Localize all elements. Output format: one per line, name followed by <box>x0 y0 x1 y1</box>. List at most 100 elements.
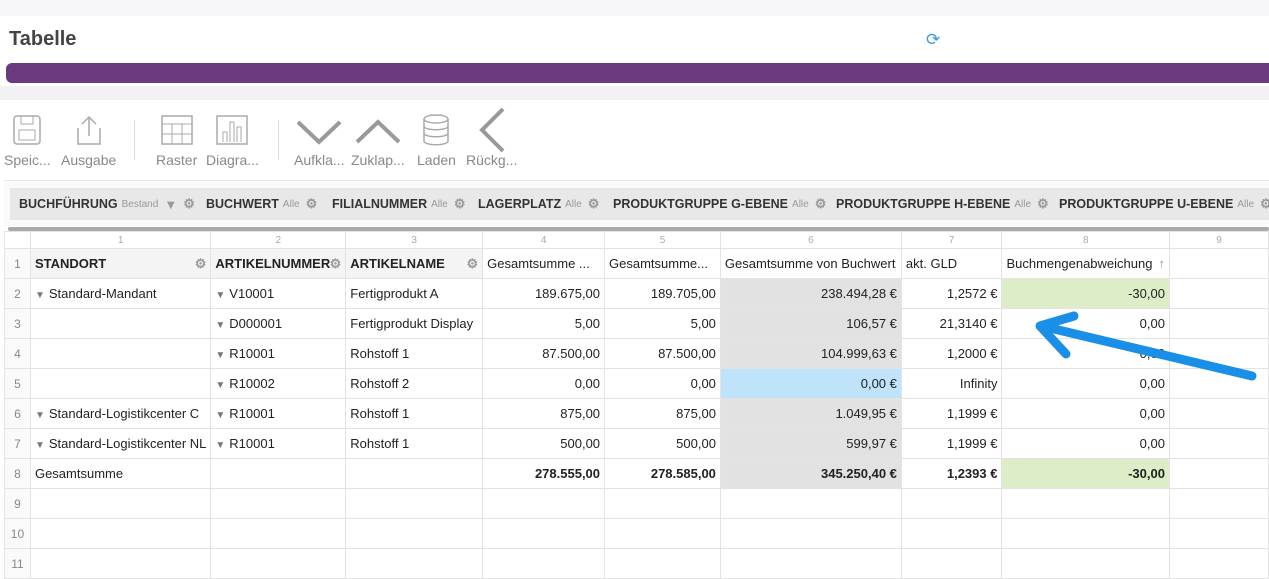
table-cell[interactable]: 1,2000 € <box>900 338 1003 369</box>
collapse-toggle-icon[interactable]: ▼ <box>215 290 226 301</box>
filter-chip[interactable]: BUCHWERT Alle ⚙ <box>197 188 324 220</box>
total-cell[interactable]: 278.555,00 <box>482 458 606 489</box>
table-cell[interactable]: Rohstoff 1 <box>345 428 484 459</box>
empty-cell[interactable] <box>900 518 1003 549</box>
collapse-toggle-icon[interactable]: ▼ <box>34 410 45 421</box>
horizontal-scrollbar[interactable] <box>8 227 1269 231</box>
cell-text: 1.049,95 € <box>835 406 897 421</box>
cell-text: 1 <box>14 256 21 271</box>
table-cell[interactable]: ▼ Standard-Logistikcenter C <box>29 398 212 429</box>
total-cell[interactable]: -30,00 <box>1001 458 1170 489</box>
table-cell[interactable]: 1,1999 € <box>900 398 1003 429</box>
toolbar-label: Rückg... <box>466 152 518 168</box>
table-cell[interactable]: ▼ R10002 <box>210 368 347 399</box>
filter-chip[interactable]: LAGERPLATZ Alle ⚙ <box>469 188 606 220</box>
table-cell[interactable]: ▼ Standard-Mandant <box>29 278 212 309</box>
filter-value: Alle <box>431 198 448 210</box>
cell-text: 189.675,00 <box>534 286 601 301</box>
gear-icon[interactable]: ⚙ <box>305 196 318 211</box>
table-cell[interactable]: 875,00 <box>604 398 721 429</box>
table-cell[interactable]: ▼ R10001 <box>210 398 347 429</box>
column-header[interactable]: akt. GLD <box>900 248 1003 279</box>
empty-cell[interactable] <box>345 488 484 519</box>
gear-icon[interactable]: ⚙ <box>814 196 827 211</box>
table-cell[interactable]: Infinity <box>900 368 1003 399</box>
gear-icon[interactable]: ⚙ <box>1037 196 1049 211</box>
column-header[interactable]: ⚙ ARTIKELNUMMER <box>210 248 347 279</box>
toolbar-button-expand[interactable]: Aufkla... <box>294 108 345 168</box>
table-cell[interactable]: Fertigprodukt A <box>345 278 484 309</box>
filter-chip[interactable]: BUCHFÜHRUNG Bestand ▼ ⚙ <box>10 188 201 220</box>
table-cell[interactable]: 0,00 € <box>719 368 902 399</box>
toolbar-button-database[interactable]: Laden <box>417 108 456 168</box>
empty-cell[interactable] <box>1168 518 1269 549</box>
filter-value: Alle <box>282 198 300 210</box>
gear-icon[interactable]: ⚙ <box>453 196 466 211</box>
table-cell[interactable]: 106,57 € <box>719 308 902 339</box>
empty-cell <box>1168 458 1269 489</box>
gear-icon[interactable]: ⚙ <box>587 196 600 211</box>
table-cell[interactable]: 21,3140 € <box>900 308 1003 339</box>
cell-text: 104.999,63 € <box>820 346 897 361</box>
filter-chip[interactable]: PRODUKTGRUPPE G-EBENE Alle ⚙ <box>604 188 833 220</box>
gear-icon[interactable]: ⚙ <box>194 255 207 271</box>
cell-text: Standard-Logistikcenter C <box>48 406 200 421</box>
table-cell[interactable]: 875,00 <box>482 398 606 429</box>
column-header[interactable]: Gesamtsumme von Buchwert <box>719 248 902 279</box>
toolbar-button-export[interactable]: Ausgabe <box>61 108 116 168</box>
table-cell[interactable] <box>29 368 212 399</box>
total-cell[interactable]: 345.250,40 € <box>719 458 902 489</box>
gear-icon[interactable]: ⚙ <box>329 255 342 271</box>
empty-cell[interactable] <box>482 518 606 549</box>
table-row: 7 ▼ Standard-Logistikcenter NL ▼ R10001 Rohst… <box>4 428 1269 459</box>
collapse-toggle-icon[interactable]: ▼ <box>215 440 226 451</box>
filter-chip[interactable]: FILIALNUMMER Alle ⚙ <box>323 188 472 220</box>
gear-icon[interactable]: ⚙ <box>466 255 479 271</box>
table-cell[interactable]: 1,2572 € <box>900 278 1003 309</box>
empty-cell[interactable] <box>345 518 484 549</box>
collapse-toggle-icon[interactable]: ▼ <box>215 320 226 331</box>
row-number: 7 <box>4 428 31 459</box>
filter-chip[interactable]: PRODUKTGRUPPE U-EBENE Alle ⚙ <box>1050 188 1269 220</box>
toolbar-button-grid[interactable]: Raster <box>156 108 197 168</box>
collapse-toggle-icon[interactable]: ▼ <box>34 290 45 301</box>
gear-icon[interactable]: ⚙ <box>1260 196 1269 211</box>
toolbar-button-save[interactable]: Speic... <box>4 108 51 168</box>
cell-text: Infinity <box>959 376 998 391</box>
collapse-toggle-icon[interactable]: ▼ <box>215 410 226 421</box>
toolbar-button-collapse[interactable]: Zuklap... <box>351 108 405 168</box>
column-header[interactable]: ⚙ ARTIKELNAME <box>345 248 484 279</box>
total-cell[interactable]: 1,2393 € <box>900 458 1003 489</box>
cell-text: Rohstoff 1 <box>350 406 410 421</box>
refresh-icon[interactable]: ⟳ <box>926 30 941 49</box>
table-cell[interactable]: 0,00 <box>604 368 721 399</box>
total-cell[interactable]: Gesamtsumme <box>29 458 212 489</box>
table-cell[interactable]: ▼ R10001 <box>210 428 347 459</box>
table-cell[interactable] <box>29 308 212 339</box>
column-header[interactable]: Buchmengenabweichung ↑ <box>1001 248 1170 279</box>
filter-icon[interactable]: ▼ <box>164 196 178 212</box>
collapse-toggle-icon[interactable]: ▼ <box>34 440 45 451</box>
collapse-toggle-icon[interactable]: ▼ <box>215 350 226 361</box>
column-header[interactable]: Gesamtsumme ... <box>482 248 606 279</box>
toolbar-button-chart[interactable]: Diagra... <box>206 108 259 168</box>
empty-cell[interactable] <box>482 488 606 519</box>
table-cell[interactable]: 189.705,00 <box>604 278 721 309</box>
filter-chip[interactable]: PRODUKTGRUPPE H-EBENE Alle ⚙ <box>827 188 1055 220</box>
table-cell[interactable]: Fertigprodukt Display <box>345 308 484 339</box>
column-header[interactable]: ⚙ STANDORT <box>29 248 212 279</box>
table-cell[interactable]: 0,00 <box>1001 398 1170 429</box>
toolbar-button-undo[interactable]: Rückg... <box>466 107 518 168</box>
table-cell[interactable]: 0,00 <box>1001 368 1170 399</box>
cell-text: 1,1999 € <box>946 436 998 451</box>
cell-text: 6 <box>808 234 814 246</box>
empty-cell[interactable] <box>29 518 212 549</box>
collapse-toggle-icon[interactable]: ▼ <box>215 380 226 391</box>
table-cell[interactable]: 238.494,28 € <box>719 278 902 309</box>
sort-arrow-icon[interactable]: ↑ <box>1158 256 1165 271</box>
table-cell[interactable]: 0,00 <box>1001 428 1170 459</box>
table-cell[interactable]: 1.049,95 € <box>719 398 902 429</box>
table-cell[interactable]: 500,00 <box>604 428 721 459</box>
table-cell[interactable]: 104.999,63 € <box>719 338 902 369</box>
gear-icon[interactable]: ⚙ <box>183 196 195 211</box>
